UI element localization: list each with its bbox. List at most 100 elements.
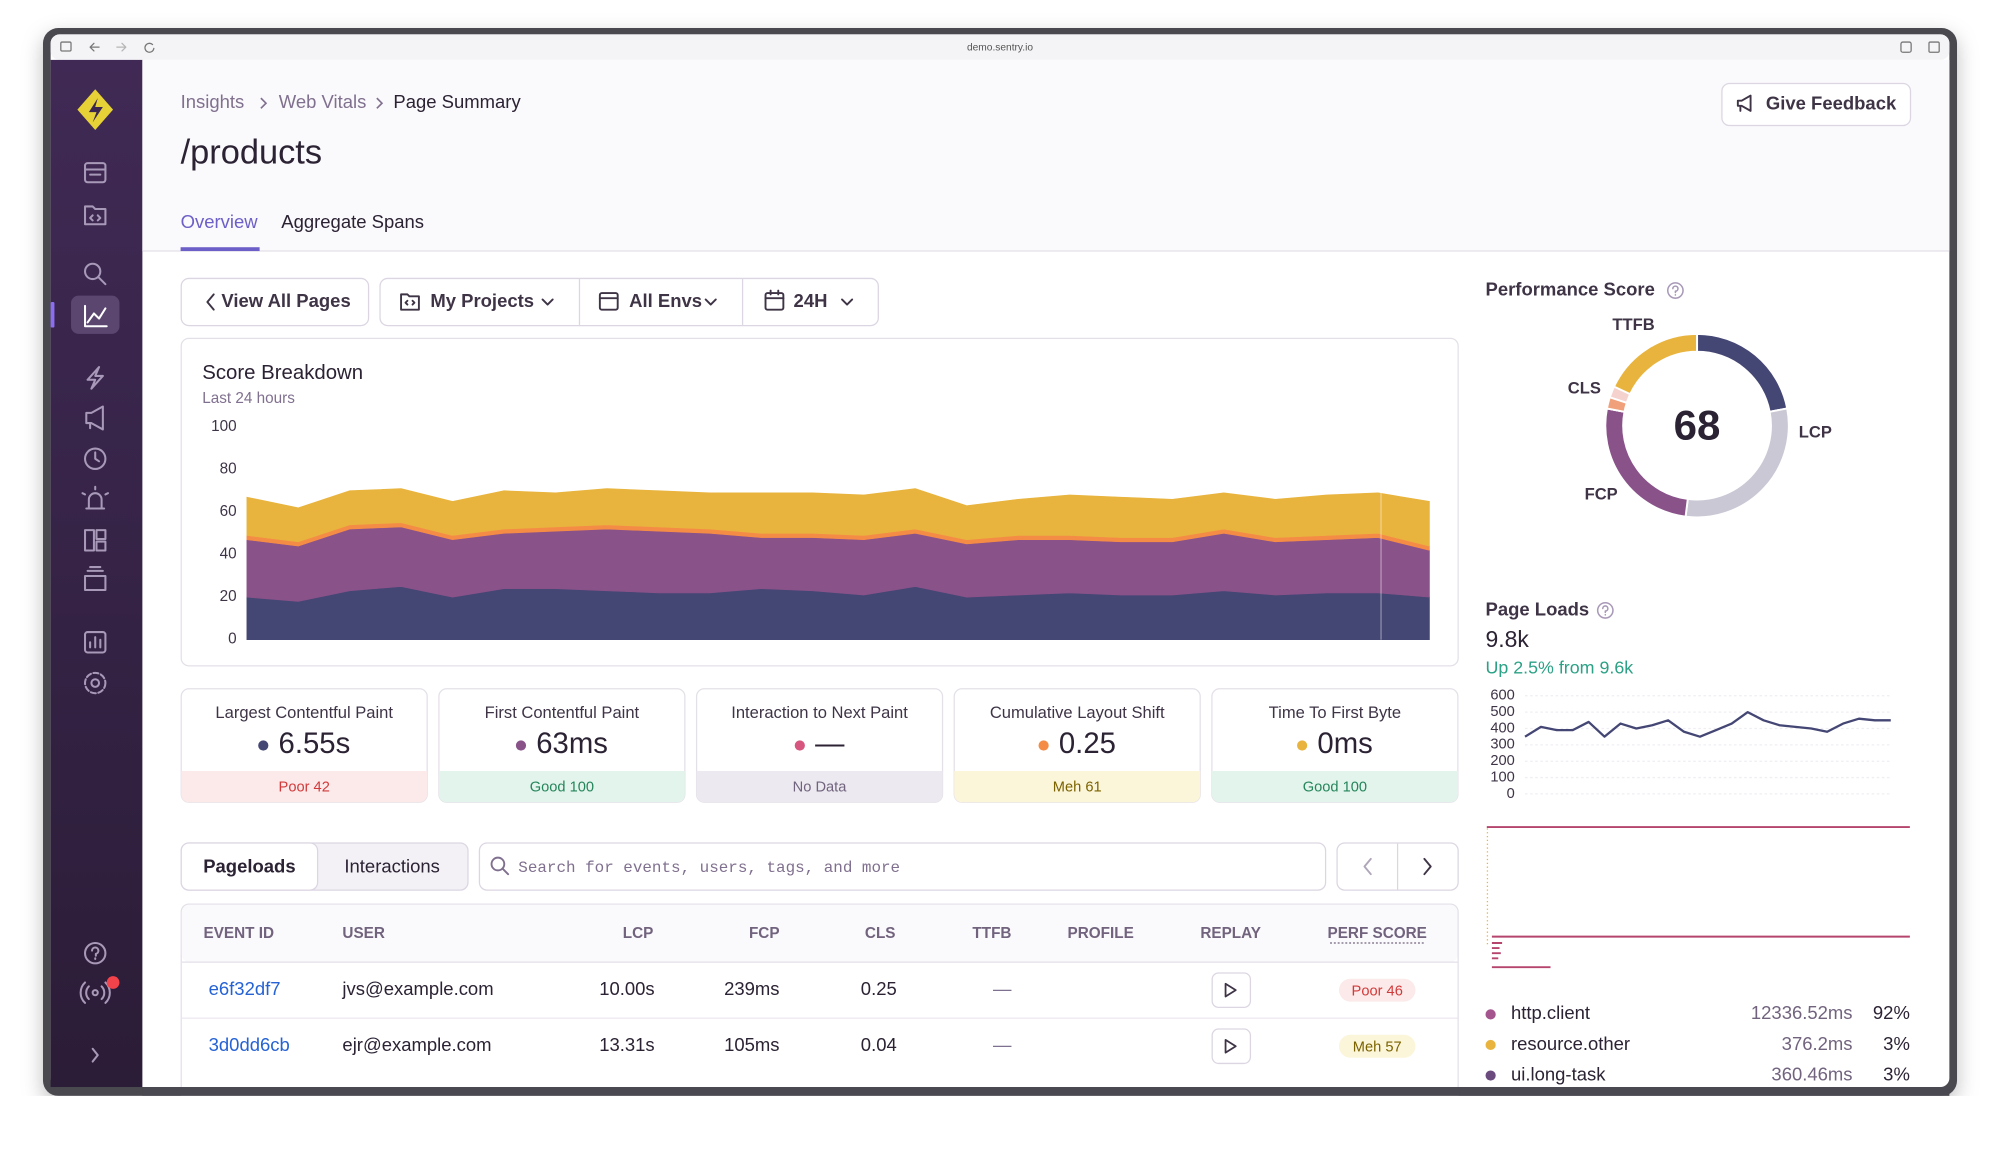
score-badge-label: Poor 46: [1352, 983, 1403, 999]
period-filter[interactable]: 24H: [794, 290, 828, 311]
score-badge: [1338, 978, 1416, 1002]
back-button[interactable]: [180, 277, 370, 327]
legend-dot: [1485, 1009, 1496, 1020]
span-share: 92%: [1873, 1002, 1910, 1023]
vital-card[interactable]: First Contentful Paint 63ms Good 100: [438, 688, 686, 803]
page-title: /products: [181, 133, 322, 171]
cell: —: [993, 1034, 1012, 1055]
span-duration: 376.2ms: [1782, 1033, 1853, 1054]
project-filter[interactable]: My Projects: [430, 290, 534, 311]
search-box[interactable]: [478, 842, 1327, 891]
vital-value: 0ms: [1317, 727, 1372, 760]
vital-dot: [1297, 740, 1308, 751]
tab[interactable]: Aggregate Spans: [281, 211, 424, 232]
vital-card[interactable]: Time To First Byte 0ms Good 100: [1211, 688, 1459, 803]
table-tab-active[interactable]: [180, 842, 319, 891]
header: [142, 59, 1950, 252]
vital-status: Meh 61: [1053, 779, 1102, 795]
breadcrumb[interactable]: Web Vitals: [279, 91, 367, 112]
vital-dot: [794, 740, 805, 751]
score-chart: 0 20 40 60 80 100: [211, 418, 1430, 648]
vital-status: No Data: [793, 779, 848, 795]
feedback-icon: [1736, 94, 1752, 112]
feedback-button[interactable]: [1721, 82, 1912, 127]
line-series: [1524, 710, 1891, 738]
search-icon: [490, 856, 510, 876]
tab-underline: [180, 247, 260, 252]
vital-card[interactable]: Cumulative Layout Shift 0.25 Meh 61: [953, 688, 1201, 803]
vital-value: 0.25: [1059, 727, 1116, 760]
notification-dot: [106, 976, 120, 989]
vital-value: 6.55s: [279, 727, 351, 760]
chart-subtitle: Last 24 hours: [202, 390, 295, 407]
filter-icons: [400, 289, 854, 311]
vital-value: 63ms: [536, 727, 608, 760]
vital-name: Largest Contentful Paint: [215, 703, 393, 722]
help-icon[interactable]: [1596, 601, 1614, 619]
span-op: http.client: [1511, 1002, 1590, 1023]
env-filter[interactable]: All Envs: [629, 290, 702, 311]
page-bottom: [0, 1095, 2000, 1152]
vital-name: Interaction to Next Paint: [731, 703, 908, 722]
replay-button[interactable]: [1211, 972, 1252, 1008]
vital-value: —: [815, 727, 845, 760]
vital-name: Cumulative Layout Shift: [990, 703, 1165, 722]
page-loads-change: Up 2.5% from 9.6k: [1486, 658, 1634, 678]
help-icon[interactable]: [1666, 282, 1684, 299]
cell: 13.31s: [599, 1034, 654, 1055]
y-tick-label: 500: [1490, 704, 1514, 720]
vital-card[interactable]: Interaction to Next Paint — No Data: [695, 688, 944, 803]
vital-card[interactable]: Largest Contentful Paint 6.55s Poor 42: [180, 688, 428, 803]
back-icon: [206, 293, 215, 311]
window-bottom-edge: [142, 1087, 1950, 1096]
y-tick-label: 20: [220, 588, 237, 605]
table-header: [181, 904, 1458, 963]
card-badge-bg: [181, 770, 428, 803]
play-icon: [1224, 1038, 1237, 1054]
area-series: [246, 488, 1430, 547]
span-legend: http.client 12336.52ms 92% resource.other 37…: [1485, 1002, 1910, 1084]
pager-prev[interactable]: [1363, 857, 1372, 876]
y-tick-label: 600: [1490, 688, 1514, 704]
tab-active[interactable]: Overview: [181, 211, 259, 232]
score-badge: [1338, 1034, 1416, 1058]
vital-dot: [258, 740, 269, 751]
search-placeholder[interactable]: Search for events, users, tags, and more: [518, 859, 900, 877]
legend-dot: [1485, 1070, 1496, 1081]
url[interactable]: demo.sentry.io: [967, 42, 1033, 53]
replay-button[interactable]: [1211, 1028, 1252, 1065]
cell: jvs@example.com: [341, 978, 493, 999]
page-loads-total: 9.8k: [1486, 626, 1530, 652]
y-tick-label: 0: [228, 631, 236, 648]
span-duration: 12336.52ms: [1751, 1002, 1853, 1023]
card-badge-bg: [438, 770, 685, 803]
browser-controls[interactable]: [60, 41, 1940, 53]
span-waterfall: [1486, 826, 1910, 969]
back-label[interactable]: View All Pages: [221, 290, 350, 311]
column-header: PROFILE: [1068, 925, 1134, 942]
span-share: 3%: [1883, 1033, 1910, 1054]
chart-title: Score Breakdown: [202, 362, 363, 384]
donut-label: LCP: [1799, 422, 1832, 441]
sidebar-icons[interactable]: [79, 162, 111, 1063]
event-link[interactable]: e6f32df7: [209, 978, 281, 999]
event-link[interactable]: 3d0dd6cb: [209, 1034, 290, 1055]
pager-next[interactable]: [1423, 857, 1432, 876]
feedback-label[interactable]: Give Feedback: [1766, 92, 1897, 113]
filter-group: [379, 277, 879, 327]
donut-chart: LCP FCP CLS TTFB 68: [1568, 315, 1832, 519]
card-badge-bg: [696, 770, 943, 803]
cell: 105ms: [724, 1034, 779, 1055]
active-indicator: [50, 302, 55, 328]
y-tick-label: 40: [220, 546, 237, 563]
vital-status: Good 100: [530, 779, 594, 795]
span-share: 3%: [1883, 1063, 1910, 1084]
table-tab[interactable]: Interactions: [344, 856, 439, 877]
area-series: [246, 586, 1430, 641]
breadcrumb-sep: [260, 97, 268, 109]
table-tab[interactable]: Pageloads: [203, 856, 295, 877]
breadcrumb[interactable]: Insights: [181, 91, 245, 112]
vital-status: Poor 42: [279, 779, 330, 795]
sidebar: [50, 59, 143, 1088]
